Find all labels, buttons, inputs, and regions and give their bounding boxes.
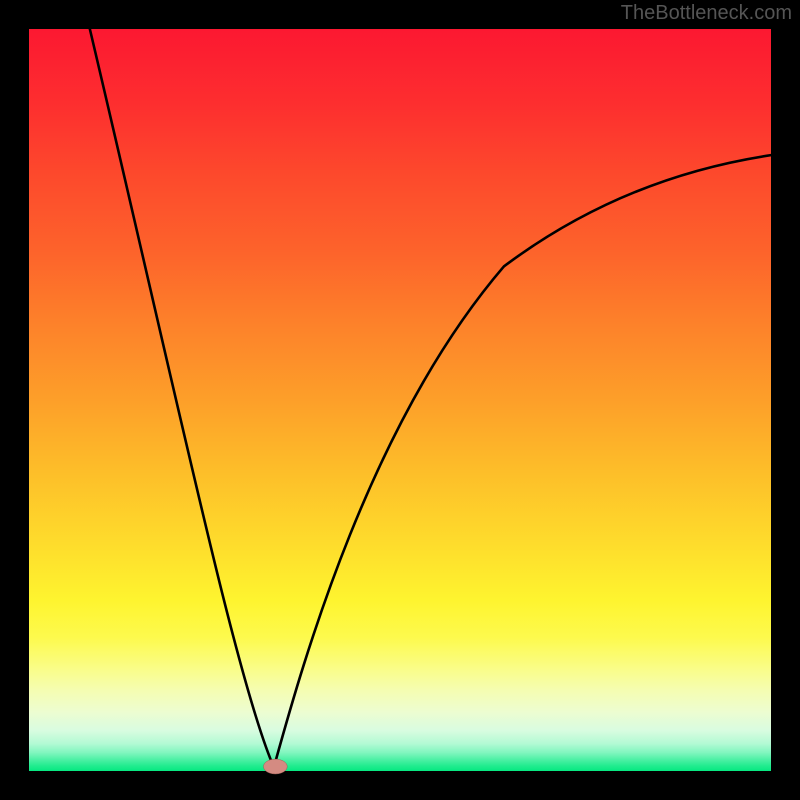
minimum-marker	[263, 759, 287, 774]
bottleneck-chart	[0, 0, 800, 800]
plot-background	[29, 29, 771, 771]
watermark-text: TheBottleneck.com	[621, 2, 792, 25]
chart-container: TheBottleneck.com	[0, 0, 800, 800]
